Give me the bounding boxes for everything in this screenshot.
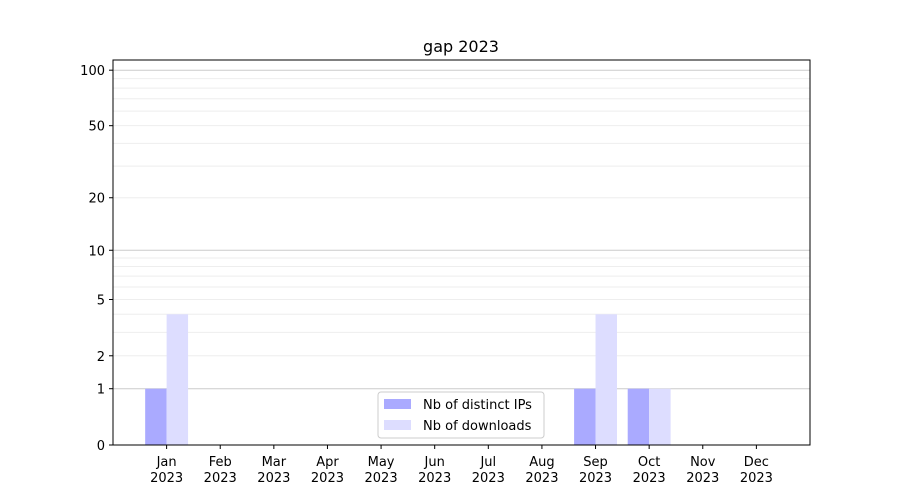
chart-title: gap 2023 xyxy=(423,37,499,56)
bars xyxy=(145,314,671,445)
y-tick-label: 0 xyxy=(97,439,105,454)
plot-frame xyxy=(112,59,811,446)
bar-downloads xyxy=(649,388,671,445)
x-axis: Jan 2023 Feb 2023 Mar 2023 Apr 2023 May 2023 Jun 20… xyxy=(150,445,773,486)
x-tick-label: Apr 2023 xyxy=(311,455,344,486)
legend-swatch-downloads xyxy=(384,420,411,430)
x-tick-label: Jan 2023 xyxy=(150,455,183,486)
bar-downloads xyxy=(595,314,617,445)
y-tick-label: 2 xyxy=(97,350,105,365)
bar-downloads xyxy=(166,314,189,445)
legend-label-ips: Nb of distinct IPs xyxy=(423,398,532,413)
y-tick-label: 20 xyxy=(88,192,105,207)
x-tick-label: Aug 2023 xyxy=(525,455,558,486)
legend-swatch-ips xyxy=(384,399,411,409)
x-tick-label: Sep 2023 xyxy=(579,455,612,486)
y-axis: 0 1 2 5 10 20 50 100 xyxy=(80,64,113,454)
legend-box xyxy=(377,391,545,439)
legend: Nb of distinct IPs Nb of downloads xyxy=(377,391,545,439)
x-tick-label: Feb 2023 xyxy=(204,455,237,486)
y-tick-label: 100 xyxy=(80,64,105,79)
y-tick-label: 50 xyxy=(88,120,105,135)
bar-ips xyxy=(574,388,596,445)
x-tick-label: Nov 2023 xyxy=(686,455,719,486)
bar-ips xyxy=(627,388,650,445)
y-tick-label: 10 xyxy=(88,244,105,259)
x-tick-label: Jun 2023 xyxy=(418,455,451,486)
legend-label-downloads: Nb of downloads xyxy=(423,419,532,434)
x-tick-label: Oct 2023 xyxy=(633,455,666,486)
x-tick-label: Jul 2023 xyxy=(472,455,505,486)
x-tick-label: Dec 2023 xyxy=(740,455,773,486)
y-tick-label: 1 xyxy=(97,383,105,398)
x-tick-label: Mar 2023 xyxy=(257,455,290,486)
bar-ips xyxy=(145,388,167,445)
x-tick-label: May 2023 xyxy=(365,455,398,486)
grid xyxy=(113,69,810,390)
y-tick-label: 5 xyxy=(97,293,105,308)
